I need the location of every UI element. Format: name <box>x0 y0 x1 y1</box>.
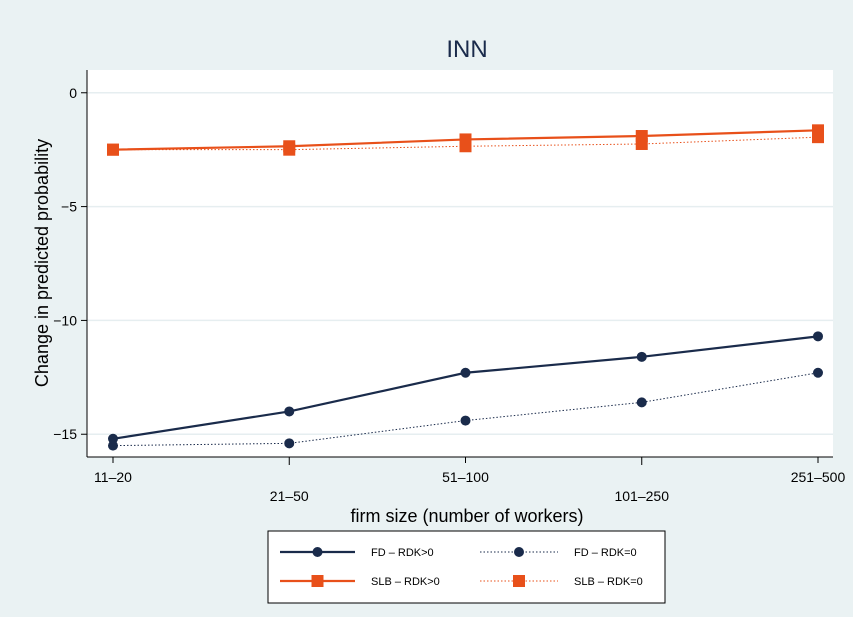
data-point <box>813 331 823 342</box>
data-point <box>284 438 295 449</box>
x-tick-label: 101–250 <box>614 488 669 504</box>
x-axis-title: firm size (number of workers) <box>350 506 583 526</box>
data-point <box>636 397 647 408</box>
data-point <box>108 433 118 444</box>
legend-swatch-marker <box>311 575 324 587</box>
legend-label: SLB – RDK=0 <box>574 576 643 588</box>
legend-item: FD – RDK>0 <box>280 547 434 559</box>
data-point <box>812 124 824 137</box>
series-layer <box>107 124 824 451</box>
legend-item: FD – RDK=0 <box>480 547 637 559</box>
legend-box <box>267 530 666 604</box>
data-point <box>460 367 471 378</box>
y-tick-label: −5 <box>61 199 77 215</box>
series-1 <box>108 367 823 451</box>
x-tick-label: 251–500 <box>791 469 846 485</box>
y-tick-label: −15 <box>53 426 77 442</box>
legend-item: SLB – RDK>0 <box>280 575 440 588</box>
legend-items: FD – RDK>0 FD – RDK=0 SLB – RDK>0 SLB – RDK… <box>280 547 643 588</box>
series-0 <box>108 331 823 444</box>
legend-swatch-marker <box>513 575 525 587</box>
data-point <box>107 143 119 156</box>
legend: FD – RDK>0 FD – RDK=0 SLB – RDK>0 SLB – RDK… <box>267 530 666 604</box>
legend-swatch-marker <box>514 547 524 557</box>
data-point <box>636 351 647 362</box>
legend-label: SLB – RDK>0 <box>371 576 440 588</box>
x-tick-label: 21–50 <box>270 488 309 504</box>
data-point <box>283 140 296 153</box>
x-tick-label: 51–100 <box>442 469 489 485</box>
y-tick-label: 0 <box>69 85 77 101</box>
grid <box>87 92 833 435</box>
data-point <box>813 367 823 378</box>
chart-title: INN <box>446 36 487 63</box>
legend-label: FD – RDK=0 <box>574 547 637 559</box>
legend-swatch-marker <box>312 547 323 557</box>
legend-label: FD – RDK>0 <box>371 547 434 559</box>
series-2 <box>107 124 824 156</box>
data-point <box>284 406 295 417</box>
y-axis: 0 −5 −10 −15 <box>53 70 88 457</box>
data-point <box>635 130 648 143</box>
plot-area <box>87 70 833 457</box>
data-point <box>459 133 472 146</box>
x-tick-label: 11–20 <box>94 469 132 485</box>
data-point <box>460 415 471 426</box>
y-tick-label: −10 <box>53 312 77 328</box>
y-axis-title: Change in predicted probability <box>32 139 52 387</box>
x-axis: 11–20 21–50 51–100 101–250 251–500 <box>87 456 846 504</box>
legend-item: SLB – RDK=0 <box>480 575 643 588</box>
